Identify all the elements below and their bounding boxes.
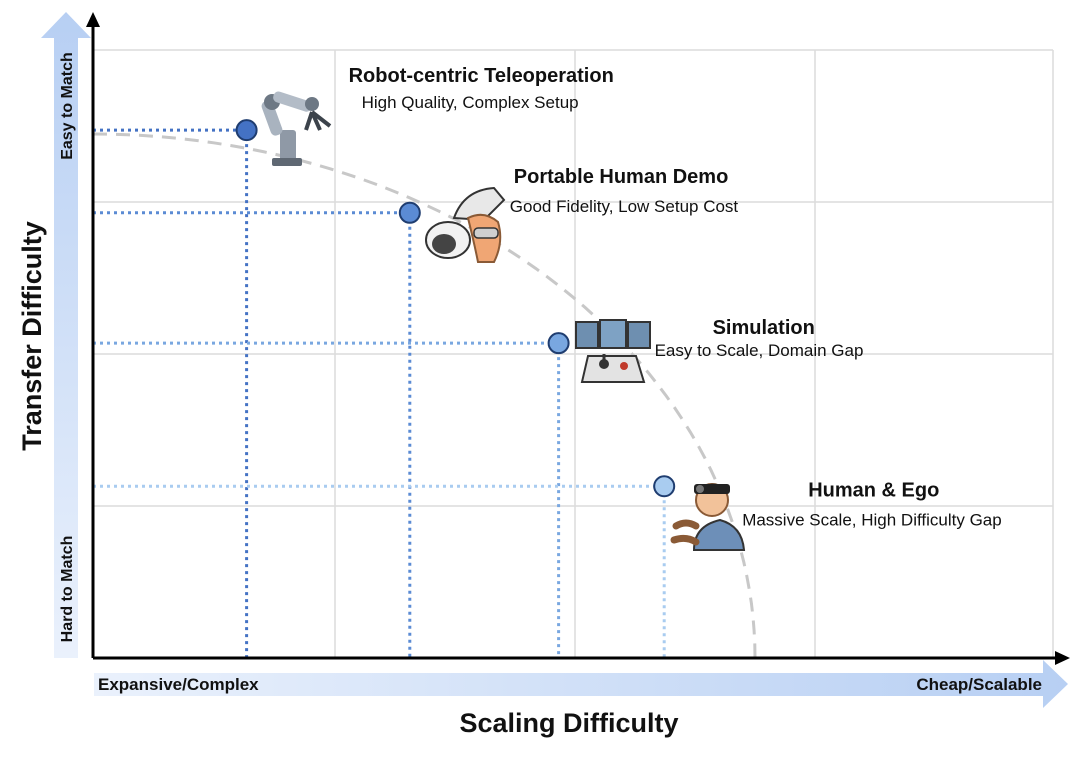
- frontier-curve: [92, 132, 757, 659]
- robot-arm-icon: [261, 91, 332, 166]
- x-scale-arrow: [94, 660, 1068, 708]
- head-camera-human-icon: [670, 483, 746, 551]
- y-scale-arrow: [41, 12, 91, 658]
- point-subtitle-label: High Quality, Complex Setup: [362, 93, 579, 112]
- data-point: [547, 332, 570, 355]
- data-point: [653, 475, 676, 498]
- handheld-gripper-icon: [425, 186, 506, 263]
- x-scale-low-label: Expansive/Complex: [98, 675, 259, 694]
- y-scale-low-label: Hard to Match: [59, 536, 76, 643]
- point-name-label: Portable Human Demo: [514, 166, 728, 188]
- point-name-label: Simulation: [713, 317, 815, 339]
- point-subtitle-label: Massive Scale, High Difficulty Gap: [742, 510, 1002, 529]
- x-axis-arrowhead: [1055, 651, 1070, 665]
- point-name-label: Human & Ego: [808, 479, 939, 501]
- x-axis-title: Scaling Difficulty: [459, 708, 678, 738]
- guide-lines: [93, 128, 666, 658]
- grid: [93, 49, 1054, 658]
- y-axis-title: Transfer Difficulty: [17, 221, 47, 451]
- data-point: [398, 201, 421, 224]
- point-subtitle-label: Easy to Scale, Domain Gap: [655, 341, 864, 360]
- y-scale-high-label: Easy to Match: [59, 52, 76, 160]
- x-scale-high-label: Cheap/Scalable: [916, 675, 1042, 694]
- data-point: [235, 119, 258, 142]
- y-axis-arrowhead: [86, 12, 100, 27]
- data-points: Robot-centric Teleoperation High Quality,…: [235, 65, 1002, 529]
- simulator-console-icon: [575, 319, 651, 383]
- point-name-label: Robot-centric Teleoperation: [349, 65, 614, 87]
- axes: [86, 12, 1070, 665]
- point-subtitle-label: Good Fidelity, Low Setup Cost: [510, 197, 739, 216]
